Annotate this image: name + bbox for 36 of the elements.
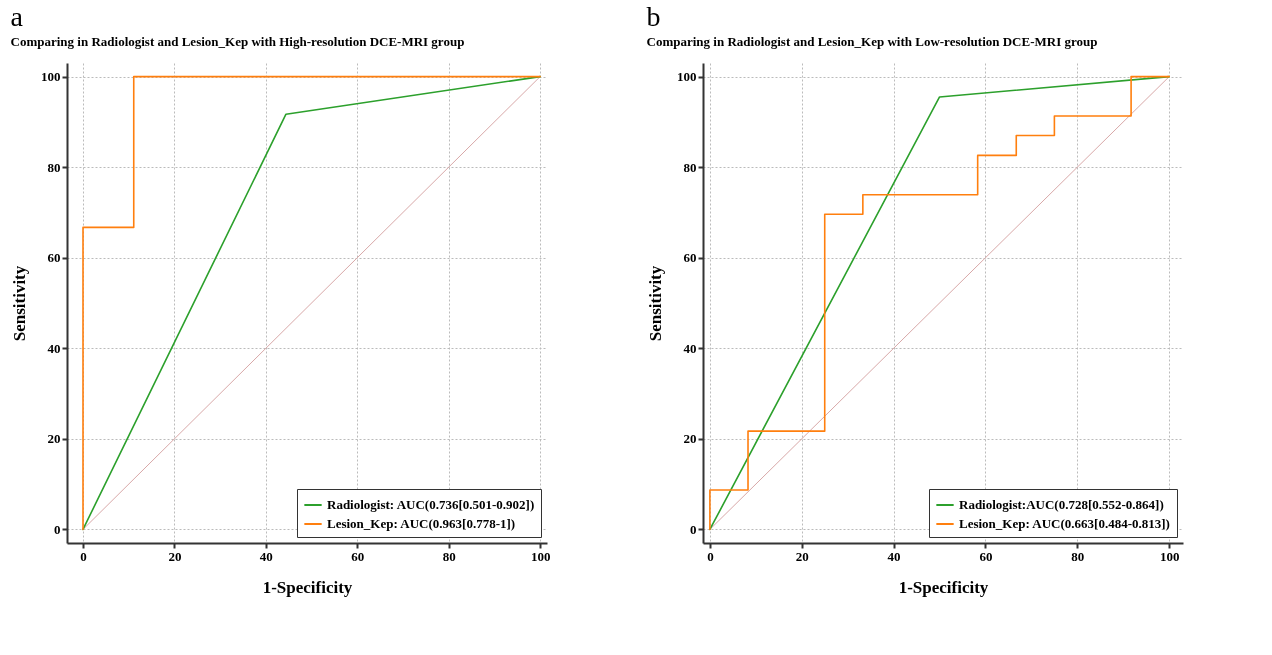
x-tick-label: 80: [442, 548, 456, 564]
chart-title: Comparing in Radiologist and Lesion_Kep with High-resolution DCE-MRI group: [10, 34, 465, 49]
legend-label: Radiologist:AUC(0.728[0.552-0.864]): [959, 497, 1164, 512]
y-tick-label: 20: [683, 431, 697, 447]
y-tick-label: 60: [683, 250, 697, 266]
chart-title: Comparing in Radiologist and Lesion_Kep with Low-resolution DCE-MRI group: [646, 34, 1098, 49]
x-tick-label: 40: [887, 548, 901, 564]
legend-label: Lesion_Kep: AUC(0.963[0.778-1]): [327, 516, 516, 531]
x-tick-label: 60: [979, 548, 993, 564]
x-axis-title: 1-Specificity: [898, 577, 989, 597]
y-tick-label: 80: [683, 159, 697, 175]
x-tick-label: 40: [259, 548, 273, 564]
legend-label: Radiologist: AUC(0.736[0.501-0.902]): [327, 497, 535, 512]
y-tick-label: 80: [47, 159, 61, 175]
x-tick-label: 0: [80, 548, 87, 564]
x-tick-label: 60: [351, 548, 365, 564]
y-tick-label: 20: [47, 431, 61, 447]
x-tick-label: 80: [1071, 548, 1085, 564]
x-axis-title: 1-Specificity: [262, 577, 353, 597]
y-tick-label: 0: [690, 521, 697, 537]
x-tick-label: 20: [795, 548, 809, 564]
x-tick-label: 100: [530, 548, 551, 564]
x-tick-label: 0: [707, 548, 714, 564]
y-tick-label: 100: [677, 69, 697, 85]
y-axis-title: Sensitivity: [10, 265, 29, 342]
y-tick-label: 40: [683, 340, 697, 356]
text: a: [10, 1, 24, 32]
x-tick-label: 20: [168, 548, 182, 564]
y-axis-title: Sensitivity: [646, 265, 665, 342]
y-tick-label: 0: [54, 521, 61, 537]
y-tick-label: 60: [47, 250, 61, 266]
legend-label: Lesion_Kep: AUC(0.663[0.484-0.813]): [959, 516, 1170, 531]
y-tick-label: 40: [47, 340, 61, 356]
text: b: [646, 1, 661, 32]
x-tick-label: 100: [1159, 548, 1180, 564]
y-tick-label: 100: [41, 69, 61, 85]
